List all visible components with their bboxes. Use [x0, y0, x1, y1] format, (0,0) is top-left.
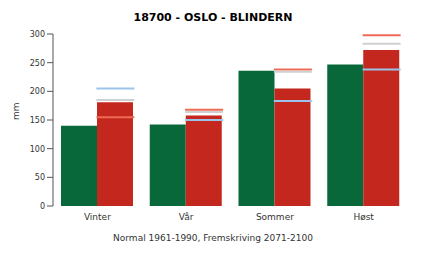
svg-text:0: 0 [40, 202, 45, 211]
html-text:Normal 1961-1990, Fremskriving: Normal 1961-1990, Fremskriving 2071-2100 [113, 233, 313, 243]
svg-text:Vinter: Vinter [84, 212, 111, 222]
svg-text:mm: mm [11, 102, 21, 120]
svg-text:Vår: Vår [179, 212, 194, 222]
svg-text:Sommer: Sommer [256, 212, 294, 222]
svg-text:100: 100 [30, 145, 45, 154]
svg-text:50: 50 [35, 173, 45, 182]
svg-text:200: 200 [30, 87, 45, 96]
svg-text:Høst: Høst [353, 212, 374, 222]
svg-text:250: 250 [30, 59, 45, 68]
svg-text:300: 300 [30, 30, 45, 39]
svg-text:150: 150 [30, 116, 45, 125]
html-text:18700 - OSLO - BLINDERN: 18700 - OSLO - BLINDERN [133, 11, 293, 24]
